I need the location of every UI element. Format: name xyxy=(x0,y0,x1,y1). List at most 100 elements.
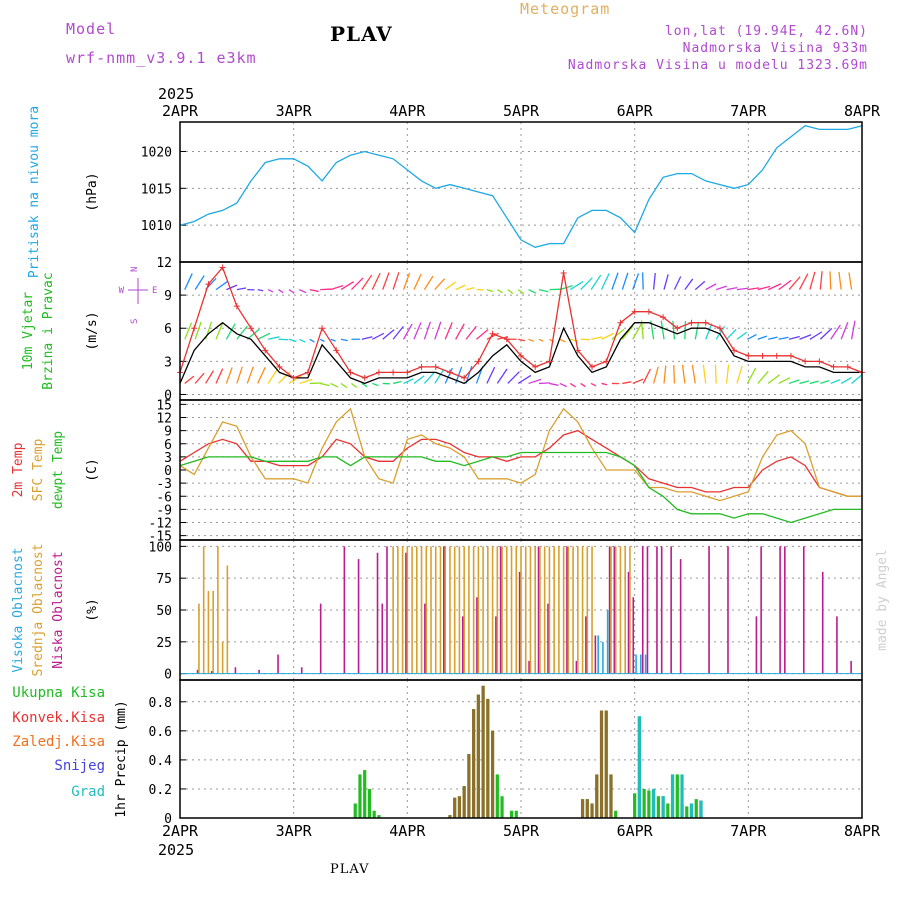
bar-precip-konvekkisa xyxy=(481,685,485,818)
wind-barb xyxy=(632,378,644,385)
wind-barb xyxy=(299,378,313,385)
bar-cloud-niska xyxy=(613,546,616,674)
wind-barb xyxy=(184,375,195,384)
wind-barb xyxy=(663,365,667,384)
gust-marker xyxy=(745,352,752,359)
wind-barb xyxy=(767,283,782,291)
wind-barb xyxy=(215,368,224,384)
bar-cloud-srednja xyxy=(434,546,437,674)
bar-cloud-srednja xyxy=(520,546,522,674)
wind-barb xyxy=(413,322,422,340)
series-line-sfctemp xyxy=(179,407,862,502)
wind-barb xyxy=(641,272,644,290)
bar-cloud-srednja xyxy=(619,546,622,674)
x-year-label-bottom: 2025 xyxy=(158,841,194,859)
bar-cloud-srednja xyxy=(472,546,475,674)
bar-precip-grad xyxy=(680,774,684,818)
wind-barb xyxy=(496,368,508,384)
wind-barb xyxy=(413,375,425,384)
gust-marker xyxy=(645,308,652,315)
bar-cloud-srednja xyxy=(416,546,418,674)
wind-barb xyxy=(600,273,610,290)
bar-precip-ukupnakisa xyxy=(500,796,504,818)
bar-cloud-srednja xyxy=(515,546,518,674)
bar-cloud-niska xyxy=(656,546,658,674)
wind-barb xyxy=(580,382,586,388)
x-tick-label-top: 5APR xyxy=(503,102,540,120)
bar-cloud-srednja xyxy=(524,546,527,674)
wind-barb xyxy=(714,364,717,384)
wind-barb xyxy=(799,334,812,340)
wind-barb xyxy=(642,368,652,384)
wind-barb xyxy=(640,320,644,340)
bar-cloud-srednja xyxy=(226,565,229,674)
bar-cloud-srednja xyxy=(477,546,480,674)
wind-barb xyxy=(371,272,381,290)
bar-cloud-srednja xyxy=(453,546,456,674)
bar-precip-ukupnakisa xyxy=(353,803,357,818)
wind-barb xyxy=(736,365,743,384)
gust-marker xyxy=(432,363,439,370)
wind-barb xyxy=(538,288,549,293)
watermark: made by Angel xyxy=(875,549,890,651)
bar-cloud-niska xyxy=(357,559,360,674)
y-tick-label: 100 xyxy=(149,540,172,555)
wind-barb xyxy=(184,322,193,340)
gust-marker xyxy=(603,358,610,365)
y-tick-label: 0 xyxy=(164,464,172,479)
wind-barb xyxy=(726,286,738,291)
y-tick-label: 3 xyxy=(164,451,172,466)
chart-title: Meteogram xyxy=(520,0,611,18)
wind-barb xyxy=(590,336,603,340)
bar-cloud-srednja xyxy=(562,546,565,674)
y-tick-label: -15 xyxy=(149,530,172,545)
bar-precip-ukupnakisa xyxy=(642,788,646,818)
bar-precip-ukupnakisa xyxy=(367,788,372,818)
wind-barb xyxy=(788,276,801,291)
bar-cloud-niska xyxy=(210,671,213,674)
bar-precip-ukupnakisa xyxy=(377,815,381,818)
y-tick-label: 3 xyxy=(164,355,172,370)
bar-precip-konvekkisa xyxy=(604,710,608,818)
y-axis-title-line: Brzina i Pravac xyxy=(41,272,56,389)
y-axis-unit: (%) xyxy=(85,598,100,621)
y-tick-label: 9 xyxy=(164,425,172,440)
model-name: wrf-nmm_v3.9.1 e3km xyxy=(66,49,257,67)
gust-marker xyxy=(674,325,681,332)
bar-cloud-niska xyxy=(300,667,303,674)
x-tick-label-bottom: 6APR xyxy=(617,822,654,840)
bar-cloud-niska xyxy=(608,546,611,674)
bar-cloud-srednja xyxy=(577,546,579,674)
wind-barb xyxy=(246,366,254,384)
wind-barb xyxy=(559,338,566,343)
wind-barb xyxy=(736,331,748,340)
y-tick-label: 0.6 xyxy=(149,725,172,740)
x-tick-label-top: 6APR xyxy=(617,102,654,120)
bar-cloud-niska xyxy=(575,660,578,674)
y-axis-title-line: 2m Temp xyxy=(11,442,26,497)
bar-cloud-srednja xyxy=(202,546,205,674)
gust-marker xyxy=(631,308,638,315)
x-tick-label-bottom: 2APR xyxy=(162,822,199,840)
wind-barb xyxy=(705,283,717,291)
bar-precip-konvekkisa xyxy=(462,786,466,818)
bar-cloud-niska xyxy=(784,546,786,674)
wind-barb xyxy=(226,284,238,291)
bar-cloud-niska xyxy=(258,669,260,674)
gust-marker xyxy=(191,325,198,332)
y-axis-title-line: Srednja Oblacnost xyxy=(31,543,46,676)
bar-precip-konvekkisa xyxy=(599,710,604,818)
bar-cloud-niska xyxy=(277,654,279,674)
gust-marker xyxy=(617,319,624,326)
gust-marker xyxy=(716,325,723,332)
wind-barb xyxy=(538,382,551,385)
wind-barb xyxy=(194,321,202,340)
bar-cloud-srednja xyxy=(586,546,589,674)
wind-barb xyxy=(840,322,849,340)
wind-barb xyxy=(246,328,260,340)
x-tick-label-bottom: 4APR xyxy=(389,822,426,840)
bar-cloud-niska xyxy=(627,571,630,674)
bar-cloud-niska xyxy=(461,616,464,674)
bar-cloud-srednja xyxy=(567,546,570,674)
bar-precip-ukupnakisa xyxy=(495,774,499,818)
